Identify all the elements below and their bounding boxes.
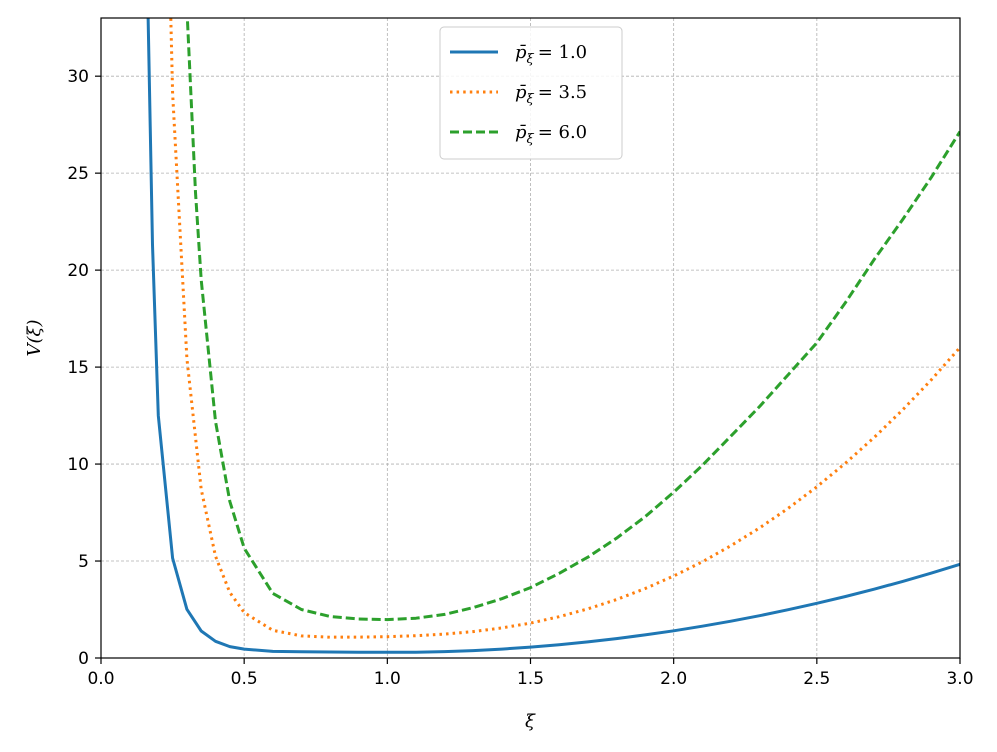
y-tick-label: 15	[67, 358, 89, 378]
legend-label-1: p̄ξ = 1.0	[515, 42, 587, 67]
series-line-3	[185, 18, 960, 622]
x-tick-label: 0.0	[87, 669, 114, 689]
series-line-1	[146, 18, 960, 654]
x-tick-label: 1.0	[374, 669, 401, 689]
legend-label-3: p̄ξ = 6.0	[515, 122, 587, 147]
y-axis-label: V(ξ)	[24, 320, 45, 357]
x-tick-label: 3.0	[946, 669, 973, 689]
x-tick-label: 0.5	[231, 669, 258, 689]
y-tick-label: 0	[78, 649, 89, 669]
legend-frame	[439, 26, 623, 160]
x-tick-label: 2.5	[803, 669, 830, 689]
series-layer	[146, 18, 960, 654]
legend-label-2: p̄ξ = 3.5	[515, 82, 587, 107]
legend: p̄ξ = 1.0 p̄ξ = 3.5 p̄ξ = 6.0	[439, 26, 623, 160]
y-tick-label: 5	[78, 552, 89, 572]
x-tick-label: 1.5	[517, 669, 544, 689]
x-axis: 0.0 0.5 1.0 1.5 2.0 2.5 3.0	[87, 658, 974, 689]
y-tick-label: 20	[67, 261, 89, 281]
x-tick-label: 2.0	[660, 669, 687, 689]
x-axis-label: ξ	[525, 711, 536, 732]
y-axis: 0 5 10 15 20 25 30	[67, 67, 101, 669]
y-tick-label: 25	[67, 164, 89, 184]
y-tick-label: 30	[67, 67, 89, 87]
y-tick-label: 10	[67, 455, 89, 475]
